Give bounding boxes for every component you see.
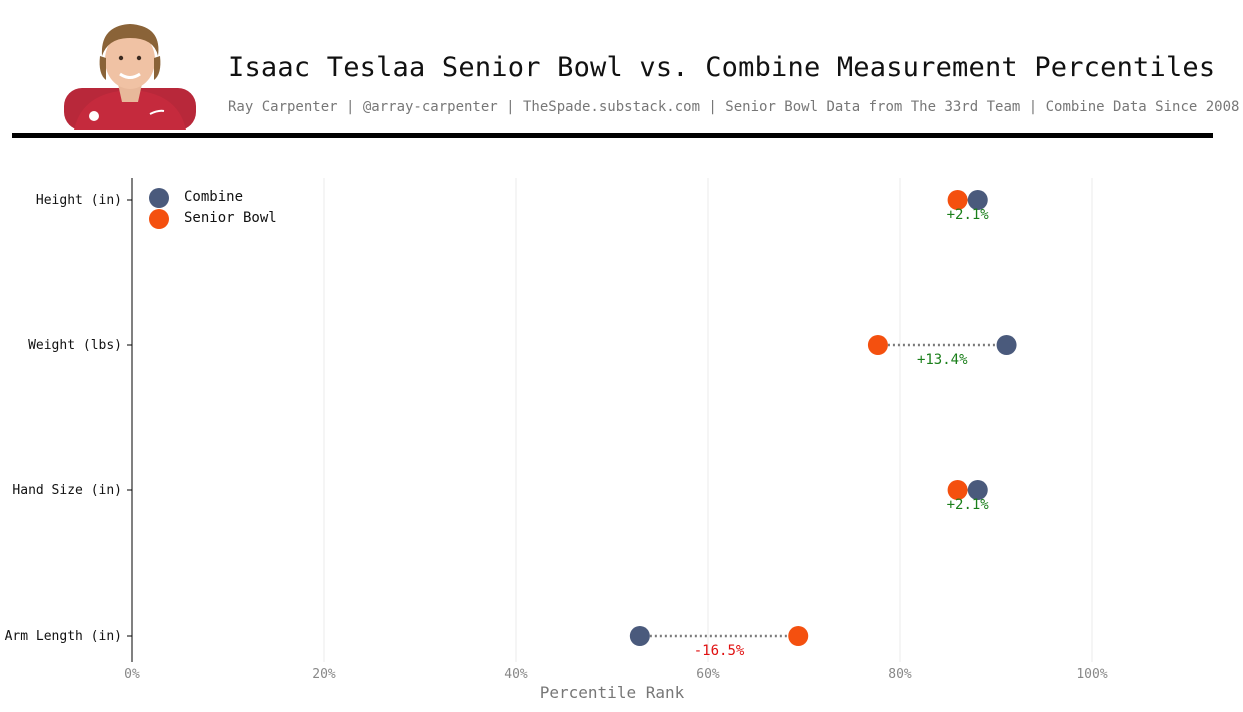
y-tick-label: Arm Length (in) <box>5 629 122 644</box>
y-tick-label: Height (in) <box>36 193 122 208</box>
senior-bowl-point <box>947 190 968 210</box>
difference-label: +2.1% <box>947 207 990 223</box>
combine-point <box>967 480 988 500</box>
legend: Combine Senior Bowl <box>149 188 277 229</box>
y-tick-label: Hand Size (in) <box>12 483 122 498</box>
difference-label: -16.5% <box>694 643 745 659</box>
x-tick-label: 40% <box>504 667 528 682</box>
x-tick-label: 80% <box>888 667 912 682</box>
combine-point <box>967 190 988 210</box>
y-tick-label: Weight (lbs) <box>28 338 122 353</box>
difference-label: +2.1% <box>947 497 990 513</box>
combine-point <box>996 335 1017 355</box>
axis-layer: 0% 20% 40% 60% 80% 100% Height (in) Weight (lbs… <box>5 178 1108 682</box>
difference-label: +13.4% <box>917 352 968 368</box>
x-axis-label: Percentile Rank <box>540 683 685 702</box>
legend-label-combine: Combine <box>184 189 243 205</box>
header-divider <box>12 133 1213 138</box>
grid-layer <box>323 178 1093 662</box>
combine-point <box>629 626 650 646</box>
mark-layer: +2.1% +13.4% +2.1% -16.5% <box>629 190 1017 659</box>
x-tick-label: 60% <box>696 667 720 682</box>
chart-title: Isaac Teslaa Senior Bowl vs. Combine Mea… <box>228 52 1216 83</box>
senior-bowl-point <box>867 335 888 355</box>
x-tick-label: 20% <box>312 667 336 682</box>
chart-subtitle: Ray Carpenter | @array-carpenter | TheSp… <box>228 99 1240 115</box>
legend-label-senior-bowl: Senior Bowl <box>184 210 277 226</box>
senior-bowl-point <box>947 480 968 500</box>
legend-marker-senior-bowl <box>149 209 169 229</box>
senior-bowl-point <box>788 626 809 646</box>
legend-marker-combine <box>149 188 169 208</box>
x-tick-label: 100% <box>1076 667 1107 682</box>
x-tick-label: 0% <box>124 667 140 682</box>
player-photo <box>64 24 196 130</box>
